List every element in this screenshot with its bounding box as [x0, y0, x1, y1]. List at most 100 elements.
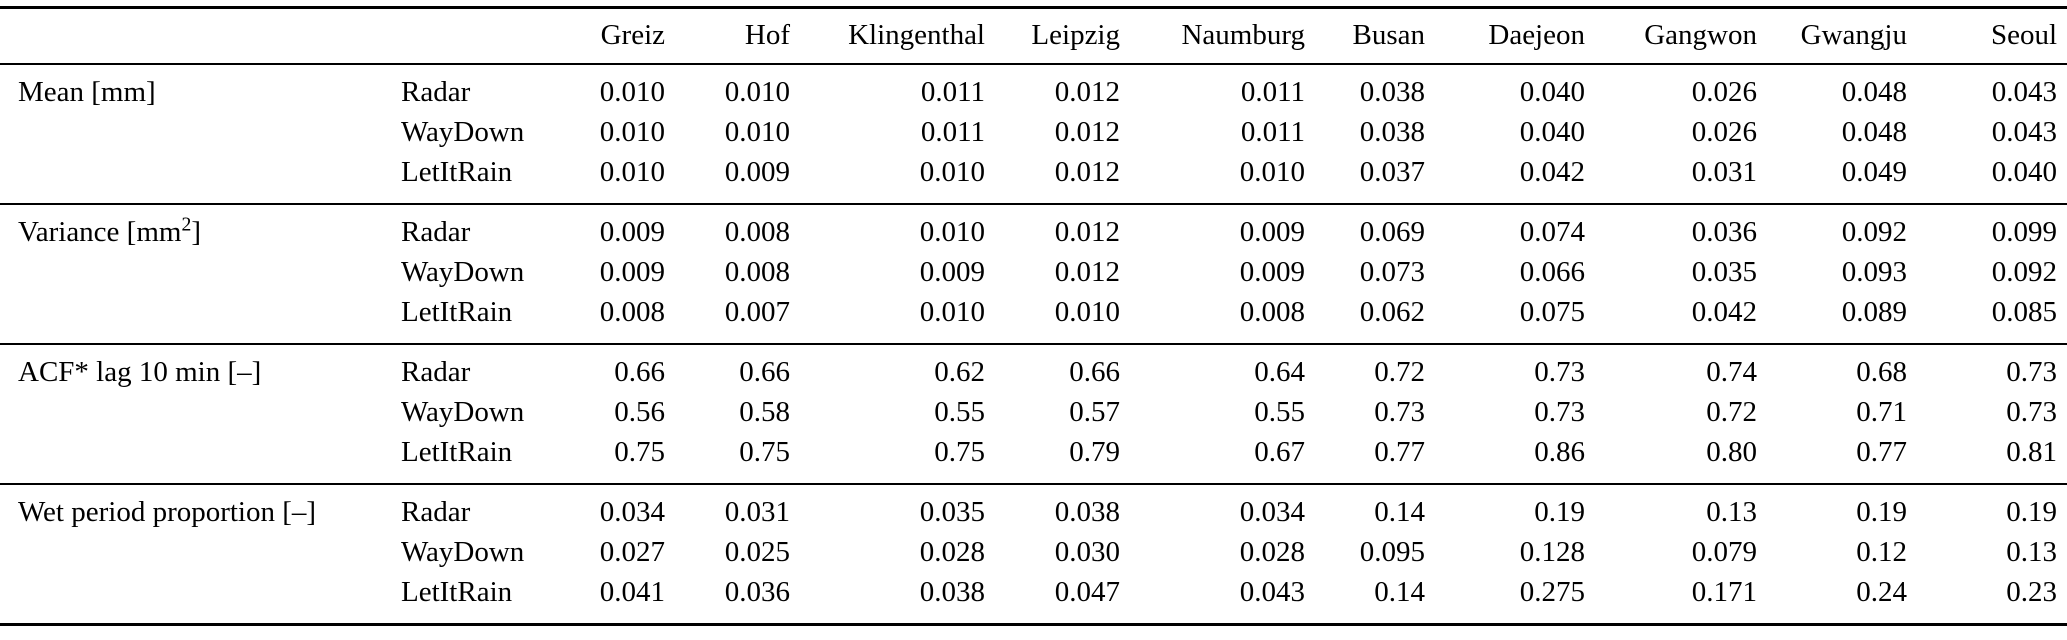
value-cell: 0.038 — [1359, 116, 1425, 148]
method-label: WayDown — [401, 256, 525, 288]
value-cell: 0.12 — [1856, 536, 1907, 568]
value-cell: 0.010 — [599, 156, 665, 188]
value-cell: 0.81 — [2006, 436, 2057, 468]
metric-label: Mean [mm] — [0, 64, 375, 204]
table-section: Wet period proportion [–] Radar 0.034 0.031… — [0, 484, 2067, 625]
value-cell: 0.64 — [1254, 356, 1305, 388]
corner-cell-method — [375, 8, 565, 65]
value-cell: 0.008 — [599, 296, 665, 328]
header-row: Greiz Hof Klingenthal Leipzig Naumburg B… — [0, 8, 2067, 65]
value-cell: 0.009 — [599, 256, 665, 288]
table-row: WayDown 0.027 0.025 0.028 0.030 0.028 0.095 0.1… — [0, 532, 2067, 572]
value-cell: 0.043 — [1991, 76, 2057, 108]
value-cell: 0.034 — [1239, 496, 1305, 528]
value-cell: 0.011 — [920, 116, 985, 148]
column-header-daejeon: Daejeon — [1488, 19, 1585, 51]
value-cell: 0.008 — [724, 216, 790, 248]
value-cell: 0.009 — [1239, 256, 1305, 288]
value-cell: 0.037 — [1359, 156, 1425, 188]
value-cell: 0.171 — [1691, 576, 1757, 608]
value-cell: 0.040 — [1519, 116, 1585, 148]
value-cell: 0.085 — [1991, 296, 2057, 328]
value-cell: 0.035 — [1691, 256, 1757, 288]
column-header-leipzig: Leipzig — [1031, 19, 1120, 51]
value-cell: 0.86 — [1534, 436, 1585, 468]
value-cell: 0.030 — [1054, 536, 1120, 568]
value-cell: 0.55 — [934, 396, 985, 428]
method-label: LetItRain — [401, 436, 513, 468]
value-cell: 0.009 — [919, 256, 985, 288]
method-label: Radar — [401, 76, 471, 108]
metric-label-text: Variance [mm — [18, 216, 182, 248]
value-cell: 0.028 — [1239, 536, 1305, 568]
value-cell: 0.010 — [599, 76, 665, 108]
value-cell: 0.043 — [1991, 116, 2057, 148]
value-cell: 0.048 — [1841, 116, 1907, 148]
value-cell: 0.77 — [1856, 436, 1907, 468]
value-cell: 0.007 — [724, 296, 790, 328]
value-cell: 0.24 — [1856, 576, 1907, 608]
column-header-gwangju: Gwangju — [1800, 19, 1907, 51]
table-row: WayDown 0.009 0.008 0.009 0.012 0.009 0.073 0.0… — [0, 252, 2067, 292]
value-cell: 0.062 — [1359, 296, 1425, 328]
value-cell: 0.073 — [1359, 256, 1425, 288]
method-label: WayDown — [401, 396, 525, 428]
column-header-gangwon: Gangwon — [1644, 19, 1757, 51]
value-cell: 0.038 — [1359, 76, 1425, 108]
value-cell: 0.73 — [1374, 396, 1425, 428]
value-cell: 0.034 — [599, 496, 665, 528]
value-cell: 0.010 — [1054, 296, 1120, 328]
value-cell: 0.040 — [1991, 156, 2057, 188]
value-cell: 0.012 — [1054, 216, 1120, 248]
value-cell: 0.069 — [1359, 216, 1425, 248]
value-cell: 0.079 — [1691, 536, 1757, 568]
metric-label-text: ] — [191, 216, 201, 248]
value-cell: 0.19 — [2006, 496, 2057, 528]
value-cell: 0.009 — [724, 156, 790, 188]
value-cell: 0.66 — [614, 356, 665, 388]
table-header: Greiz Hof Klingenthal Leipzig Naumburg B… — [0, 7, 2067, 65]
value-cell: 0.010 — [599, 116, 665, 148]
value-cell: 0.66 — [1069, 356, 1120, 388]
value-cell: 0.010 — [919, 156, 985, 188]
metric-label: Variance [mm2] — [0, 204, 375, 344]
value-cell: 0.038 — [919, 576, 985, 608]
value-cell: 0.010 — [1239, 156, 1305, 188]
value-cell: 0.012 — [1054, 76, 1120, 108]
method-label: Radar — [401, 356, 471, 388]
value-cell: 0.66 — [739, 356, 790, 388]
value-cell: 0.128 — [1519, 536, 1585, 568]
value-cell: 0.042 — [1691, 296, 1757, 328]
metric-label-text: Mean [mm] — [18, 76, 156, 108]
value-cell: 0.042 — [1519, 156, 1585, 188]
value-cell: 0.68 — [1856, 356, 1907, 388]
metric-label-text: Wet period proportion [–] — [18, 496, 317, 528]
value-cell: 0.036 — [1691, 216, 1757, 248]
value-cell: 0.72 — [1706, 396, 1757, 428]
statistics-table: Greiz Hof Klingenthal Leipzig Naumburg B… — [0, 6, 2067, 626]
value-cell: 0.031 — [724, 496, 790, 528]
column-header-klingenthal: Klingenthal — [848, 19, 985, 51]
value-cell: 0.040 — [1519, 76, 1585, 108]
table-section: Variance [mm2] Radar 0.009 0.008 0.010 0.012 0… — [0, 204, 2067, 344]
value-cell: 0.095 — [1359, 536, 1425, 568]
table-section: ACF* lag 10 min [–] Radar 0.66 0.66 0.62 0.66… — [0, 344, 2067, 484]
value-cell: 0.72 — [1374, 356, 1425, 388]
value-cell: 0.049 — [1841, 156, 1907, 188]
value-cell: 0.038 — [1054, 496, 1120, 528]
table-row: LetItRain 0.75 0.75 0.75 0.79 0.67 0.77 0.86 0.8… — [0, 432, 2067, 484]
method-label: WayDown — [401, 536, 525, 568]
value-cell: 0.066 — [1519, 256, 1585, 288]
value-cell: 0.14 — [1374, 576, 1425, 608]
method-label: Radar — [401, 496, 471, 528]
value-cell: 0.012 — [1054, 156, 1120, 188]
table-row: WayDown 0.010 0.010 0.011 0.012 0.011 0.038 0.0… — [0, 112, 2067, 152]
value-cell: 0.092 — [1991, 256, 2057, 288]
value-cell: 0.026 — [1691, 116, 1757, 148]
column-header-greiz: Greiz — [600, 19, 665, 51]
table-row: LetItRain 0.010 0.009 0.010 0.012 0.010 0.037 0… — [0, 152, 2067, 204]
value-cell: 0.55 — [1254, 396, 1305, 428]
method-label: LetItRain — [401, 156, 513, 188]
value-cell: 0.79 — [1069, 436, 1120, 468]
value-cell: 0.275 — [1519, 576, 1585, 608]
